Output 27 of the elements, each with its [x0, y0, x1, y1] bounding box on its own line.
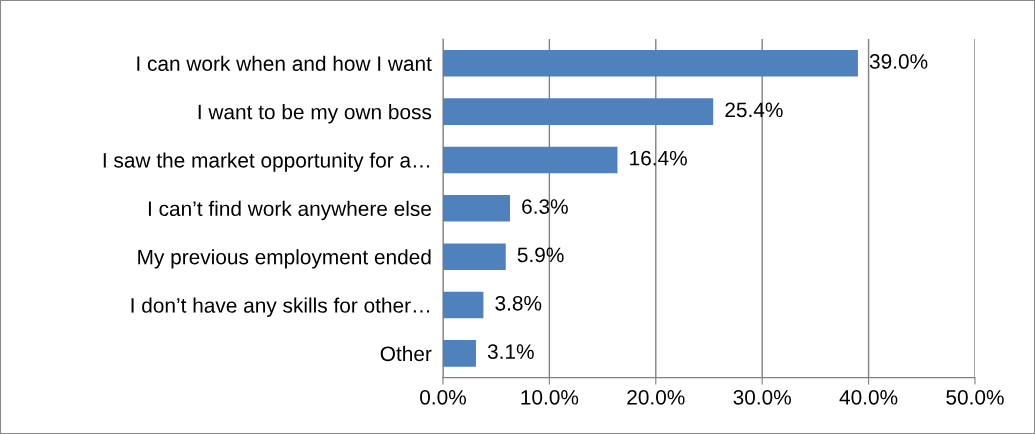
data-label: 16.4%	[630, 150, 687, 166]
x-tick-label: 20.0%	[627, 389, 685, 405]
data-label: 3.1%	[487, 344, 534, 359]
bar	[442, 98, 714, 125]
data-label: 5.9%	[517, 247, 564, 263]
data-label: 6.3%	[522, 199, 568, 214]
y-tick-label: I don’t have any skills for other…	[131, 297, 430, 317]
y-tick-label: Other	[380, 345, 432, 362]
x-tick-label: 10.0%	[521, 389, 579, 405]
data-label: 39.0%	[869, 54, 928, 69]
bar	[442, 49, 858, 77]
x-tick-label: 50.0%	[946, 389, 1004, 405]
bar	[442, 243, 506, 270]
y-tick-label: My previous employment ended	[138, 249, 431, 269]
x-tick-label: 40.0%	[839, 389, 898, 405]
x-tick-label: 30.0%	[733, 389, 791, 405]
bar	[442, 195, 511, 222]
y-tick-label: I can work when and how I want	[137, 55, 432, 71]
bar	[442, 146, 618, 174]
x-tick-label: 0.0%	[420, 389, 466, 405]
y-tick-label: I want to be my own boss	[198, 104, 432, 124]
data-label: 25.4%	[725, 102, 783, 118]
y-tick-label: I can’t find work anywhere else	[148, 200, 431, 221]
bar	[442, 291, 484, 319]
bar	[442, 340, 476, 367]
y-tick-label: I saw the market opportunity for a…	[103, 152, 430, 172]
data-label: 3.8%	[495, 295, 542, 311]
